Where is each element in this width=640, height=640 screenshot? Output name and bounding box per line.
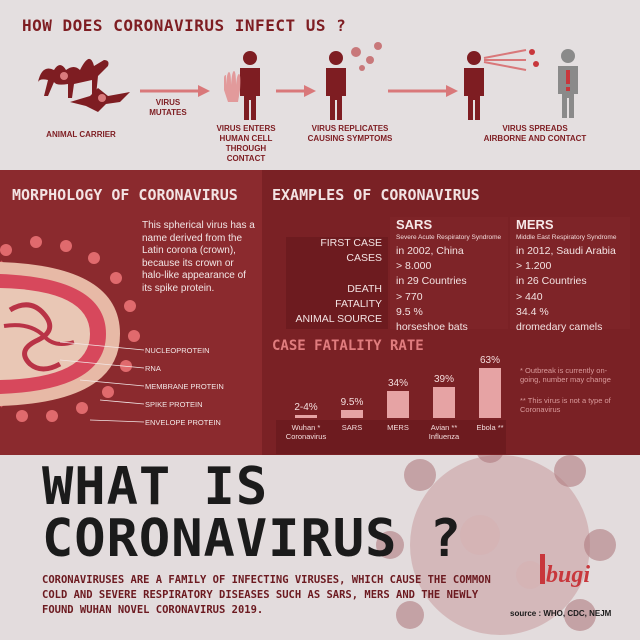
person-hand-icon bbox=[224, 51, 260, 120]
label-envelope-protein: ENVELOPE PROTEIN bbox=[145, 418, 221, 427]
source-credit: source : WHO, CDC, NEJM bbox=[510, 609, 612, 618]
cfr-label-panel bbox=[276, 420, 506, 454]
step-virus-replicates: VIRUS REPLICATES CAUSING SYMPTOMS bbox=[307, 124, 393, 143]
cfr-title: CASE FATALITY RATE bbox=[272, 338, 424, 354]
person-virus-icon bbox=[326, 42, 382, 120]
sars-first-case: in 2002, China bbox=[396, 245, 464, 257]
mers-name: MERS bbox=[516, 217, 554, 232]
cfr-note-outbreak: * Outbreak is currently on- going, numbe… bbox=[520, 366, 611, 384]
arrow-icon bbox=[276, 85, 316, 97]
morphology-title: MORPHOLOGY OF CORONAVIRUS bbox=[12, 186, 238, 204]
cfr-bar bbox=[341, 410, 363, 418]
cfr-category-label: Ebola ** bbox=[476, 423, 504, 432]
cfr-bar bbox=[433, 387, 455, 418]
mers-full-name: Middle East Respiratory Syndrome bbox=[516, 234, 617, 241]
infection-process-section: HOW DOES CORONAVIRUS INFECT US ? ANIMAL … bbox=[0, 0, 640, 170]
mers-fatality: 34.4 % bbox=[516, 306, 549, 318]
main-title-line1: WHAT IS bbox=[42, 457, 269, 517]
label-spike-protein: SPIKE PROTEIN bbox=[145, 400, 203, 409]
cfr-bar-value: 63% bbox=[479, 355, 500, 366]
arrow-icon bbox=[140, 85, 210, 97]
people-spread-icon bbox=[464, 49, 578, 120]
sars-countries: in 29 Countries bbox=[396, 275, 467, 287]
examples-title: EXAMPLES OF CORONAVIRUS bbox=[272, 186, 480, 204]
main-title-line2: CORONAVIRUS ? bbox=[42, 509, 462, 569]
cfr-bar-value: 39% bbox=[433, 374, 454, 386]
cfr-bar-value: 2-4% bbox=[294, 402, 318, 413]
row-labels: FIRST CASE CASES DEATH FATALITY ANIMAL S… bbox=[286, 237, 388, 329]
morphology-panel: MORPHOLOGY OF CORONAVIRUS This spherical… bbox=[0, 170, 262, 455]
cfr-category-label: SARS bbox=[341, 423, 363, 432]
mers-first-case: in 2012, Saudi Arabia bbox=[516, 245, 616, 257]
cfr-bar-chart: 2-4% Wuhan * Coronavirus 9.5% SARS 34% MERS 39… bbox=[276, 355, 506, 454]
sars-name: SARS bbox=[396, 217, 433, 232]
cfr-bar-value: 34% bbox=[387, 378, 408, 390]
virus-cross-section-icon bbox=[0, 236, 140, 422]
details-section: MORPHOLOGY OF CORONAVIRUS This spherical… bbox=[0, 170, 640, 455]
mers-death: > 440 bbox=[516, 291, 543, 303]
cfr-note-not-coronavirus: ** This virus is not a type of Coronavir… bbox=[520, 396, 611, 414]
bugi-logo-icon: bugi bbox=[540, 554, 590, 588]
arrow-icon bbox=[388, 85, 458, 97]
label-membrane-protein: MEMBRANE PROTEIN bbox=[145, 382, 224, 391]
cfr-category-label: Wuhan * Coronavirus bbox=[285, 423, 327, 441]
step-virus-enters: VIRUS ENTERS HUMAN CELL THROUGH CONTACT bbox=[216, 124, 276, 163]
mers-countries: in 26 Countries bbox=[516, 275, 587, 287]
step-virus-mutates: VIRUS MUTATES bbox=[149, 98, 187, 117]
mers-column: MERS Middle East Respiratory Syndrome in… bbox=[510, 217, 630, 333]
camel-bat-icon bbox=[38, 58, 130, 112]
row-label-animal-source: ANIMAL SOURCE bbox=[295, 313, 382, 325]
sars-death: > 770 bbox=[396, 291, 423, 303]
step-virus-spreads: VIRUS SPREADS AIRBORNE AND CONTACT bbox=[483, 124, 587, 143]
row-label-first-case: FIRST CASE bbox=[320, 237, 382, 249]
mers-cases: > 1.200 bbox=[516, 260, 552, 272]
sars-cases: > 8.000 bbox=[396, 260, 432, 272]
what-is-section: WHAT IS CORONAVIRUS ? CORONAVIRUSES ARE … bbox=[0, 455, 640, 640]
infection-title: HOW DOES CORONAVIRUS INFECT US ? bbox=[22, 16, 347, 35]
mers-animal-source: dromedary camels bbox=[516, 321, 603, 333]
row-label-death: DEATH bbox=[347, 283, 382, 295]
row-label-fatality: FATALITY bbox=[335, 298, 382, 310]
cfr-category-label: Avian ** Influenza bbox=[428, 423, 460, 441]
row-label-cases: CASES bbox=[346, 252, 382, 264]
cfr-bar bbox=[387, 391, 409, 418]
sars-fatality: 9.5 % bbox=[396, 306, 423, 318]
step-animal-carrier: ANIMAL CARRIER bbox=[46, 130, 116, 139]
label-nucleoprotein: NUCLEOPROTEIN bbox=[145, 346, 210, 355]
virus-illustration-icon bbox=[376, 455, 616, 635]
cfr-bar bbox=[295, 415, 317, 418]
label-rna: RNA bbox=[145, 364, 161, 373]
sars-full-name: Severe Acute Respiratory Syndrome bbox=[396, 234, 502, 241]
label-leader-lines bbox=[60, 341, 144, 423]
coronavirus-description: CORONAVIRUSES ARE A FAMILY OF INFECTING … bbox=[42, 574, 491, 616]
sars-column: SARS Severe Acute Respiratory Syndrome i… bbox=[390, 217, 508, 333]
sars-animal-source: horseshoe bats bbox=[396, 321, 468, 333]
cfr-category-label: MERS bbox=[387, 423, 409, 432]
cfr-bar bbox=[479, 368, 501, 418]
morphology-description: This spherical virus has a name derived … bbox=[142, 220, 255, 294]
svg-text:bugi: bugi bbox=[546, 562, 590, 588]
cfr-bar-value: 9.5% bbox=[340, 397, 364, 409]
